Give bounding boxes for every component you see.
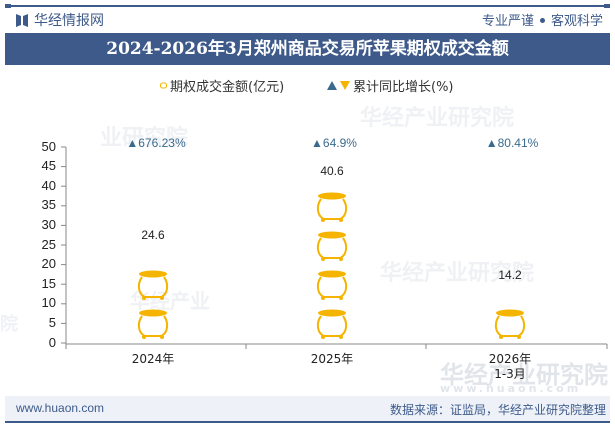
- bullet-icon: [539, 18, 545, 23]
- y-tick: 45: [41, 158, 56, 173]
- growth-label-2024: ▲676.23%: [126, 136, 186, 150]
- x-label-2026: 2026年 1-3月: [488, 352, 532, 381]
- bar-2024: [137, 245, 169, 340]
- y-tick: 15: [41, 276, 56, 291]
- brand-name: 华经情报网: [34, 13, 104, 29]
- value-label-2024: 24.6: [141, 228, 165, 242]
- y-tick: 0: [48, 335, 56, 350]
- legend-label-amount: 期权成交金额(亿元): [170, 80, 285, 95]
- slogan-left: 专业严谨: [481, 14, 534, 29]
- y-tick: 40: [41, 178, 56, 193]
- footer-source: 数据来源：证监局，华经产业研究院整理: [389, 403, 606, 417]
- y-tick: 30: [41, 217, 56, 232]
- growth-label-2025: ▲64.9%: [311, 136, 357, 150]
- brand-logo-icon: [16, 13, 28, 27]
- y-tick: 20: [41, 256, 56, 271]
- x-label-2025: 2025年: [310, 352, 354, 366]
- bottom-rule: [5, 421, 610, 423]
- legend-label-growth: 累计同比增长(%): [353, 80, 454, 95]
- triangle-up-icon: [327, 81, 337, 90]
- legend-item-amount: 期权成交金额(亿元): [160, 76, 284, 95]
- growth-label-2026: ▲80.41%: [485, 136, 539, 150]
- y-tick: 25: [41, 237, 56, 252]
- pot-icon: [160, 82, 167, 89]
- y-tick: 35: [41, 197, 56, 212]
- slogan: 专业严谨 客观科学: [482, 10, 603, 29]
- footer: www.huaon.com 数据来源：证监局，华经产业研究院整理: [5, 396, 610, 421]
- slogan-right: 客观科学: [550, 14, 603, 29]
- chart-title: 2024-2026年3月郑州商品交易所苹果期权成交金额: [5, 33, 610, 65]
- brand: 华经情报网: [16, 10, 104, 30]
- footer-website: www.huaon.com: [16, 401, 105, 415]
- y-tick: 50: [41, 139, 56, 154]
- bar-2025: [316, 191, 348, 340]
- value-label-2025: 40.6: [320, 164, 344, 178]
- top-rule: [5, 4, 610, 8]
- legend-item-growth: 累计同比增长(%): [327, 76, 454, 95]
- triangle-down-icon: [340, 81, 350, 90]
- value-label-2026: 14.2: [498, 268, 522, 282]
- x-label-2024: 2024年: [131, 352, 175, 366]
- y-tick: 10: [41, 295, 56, 310]
- y-tick: 5: [48, 315, 56, 330]
